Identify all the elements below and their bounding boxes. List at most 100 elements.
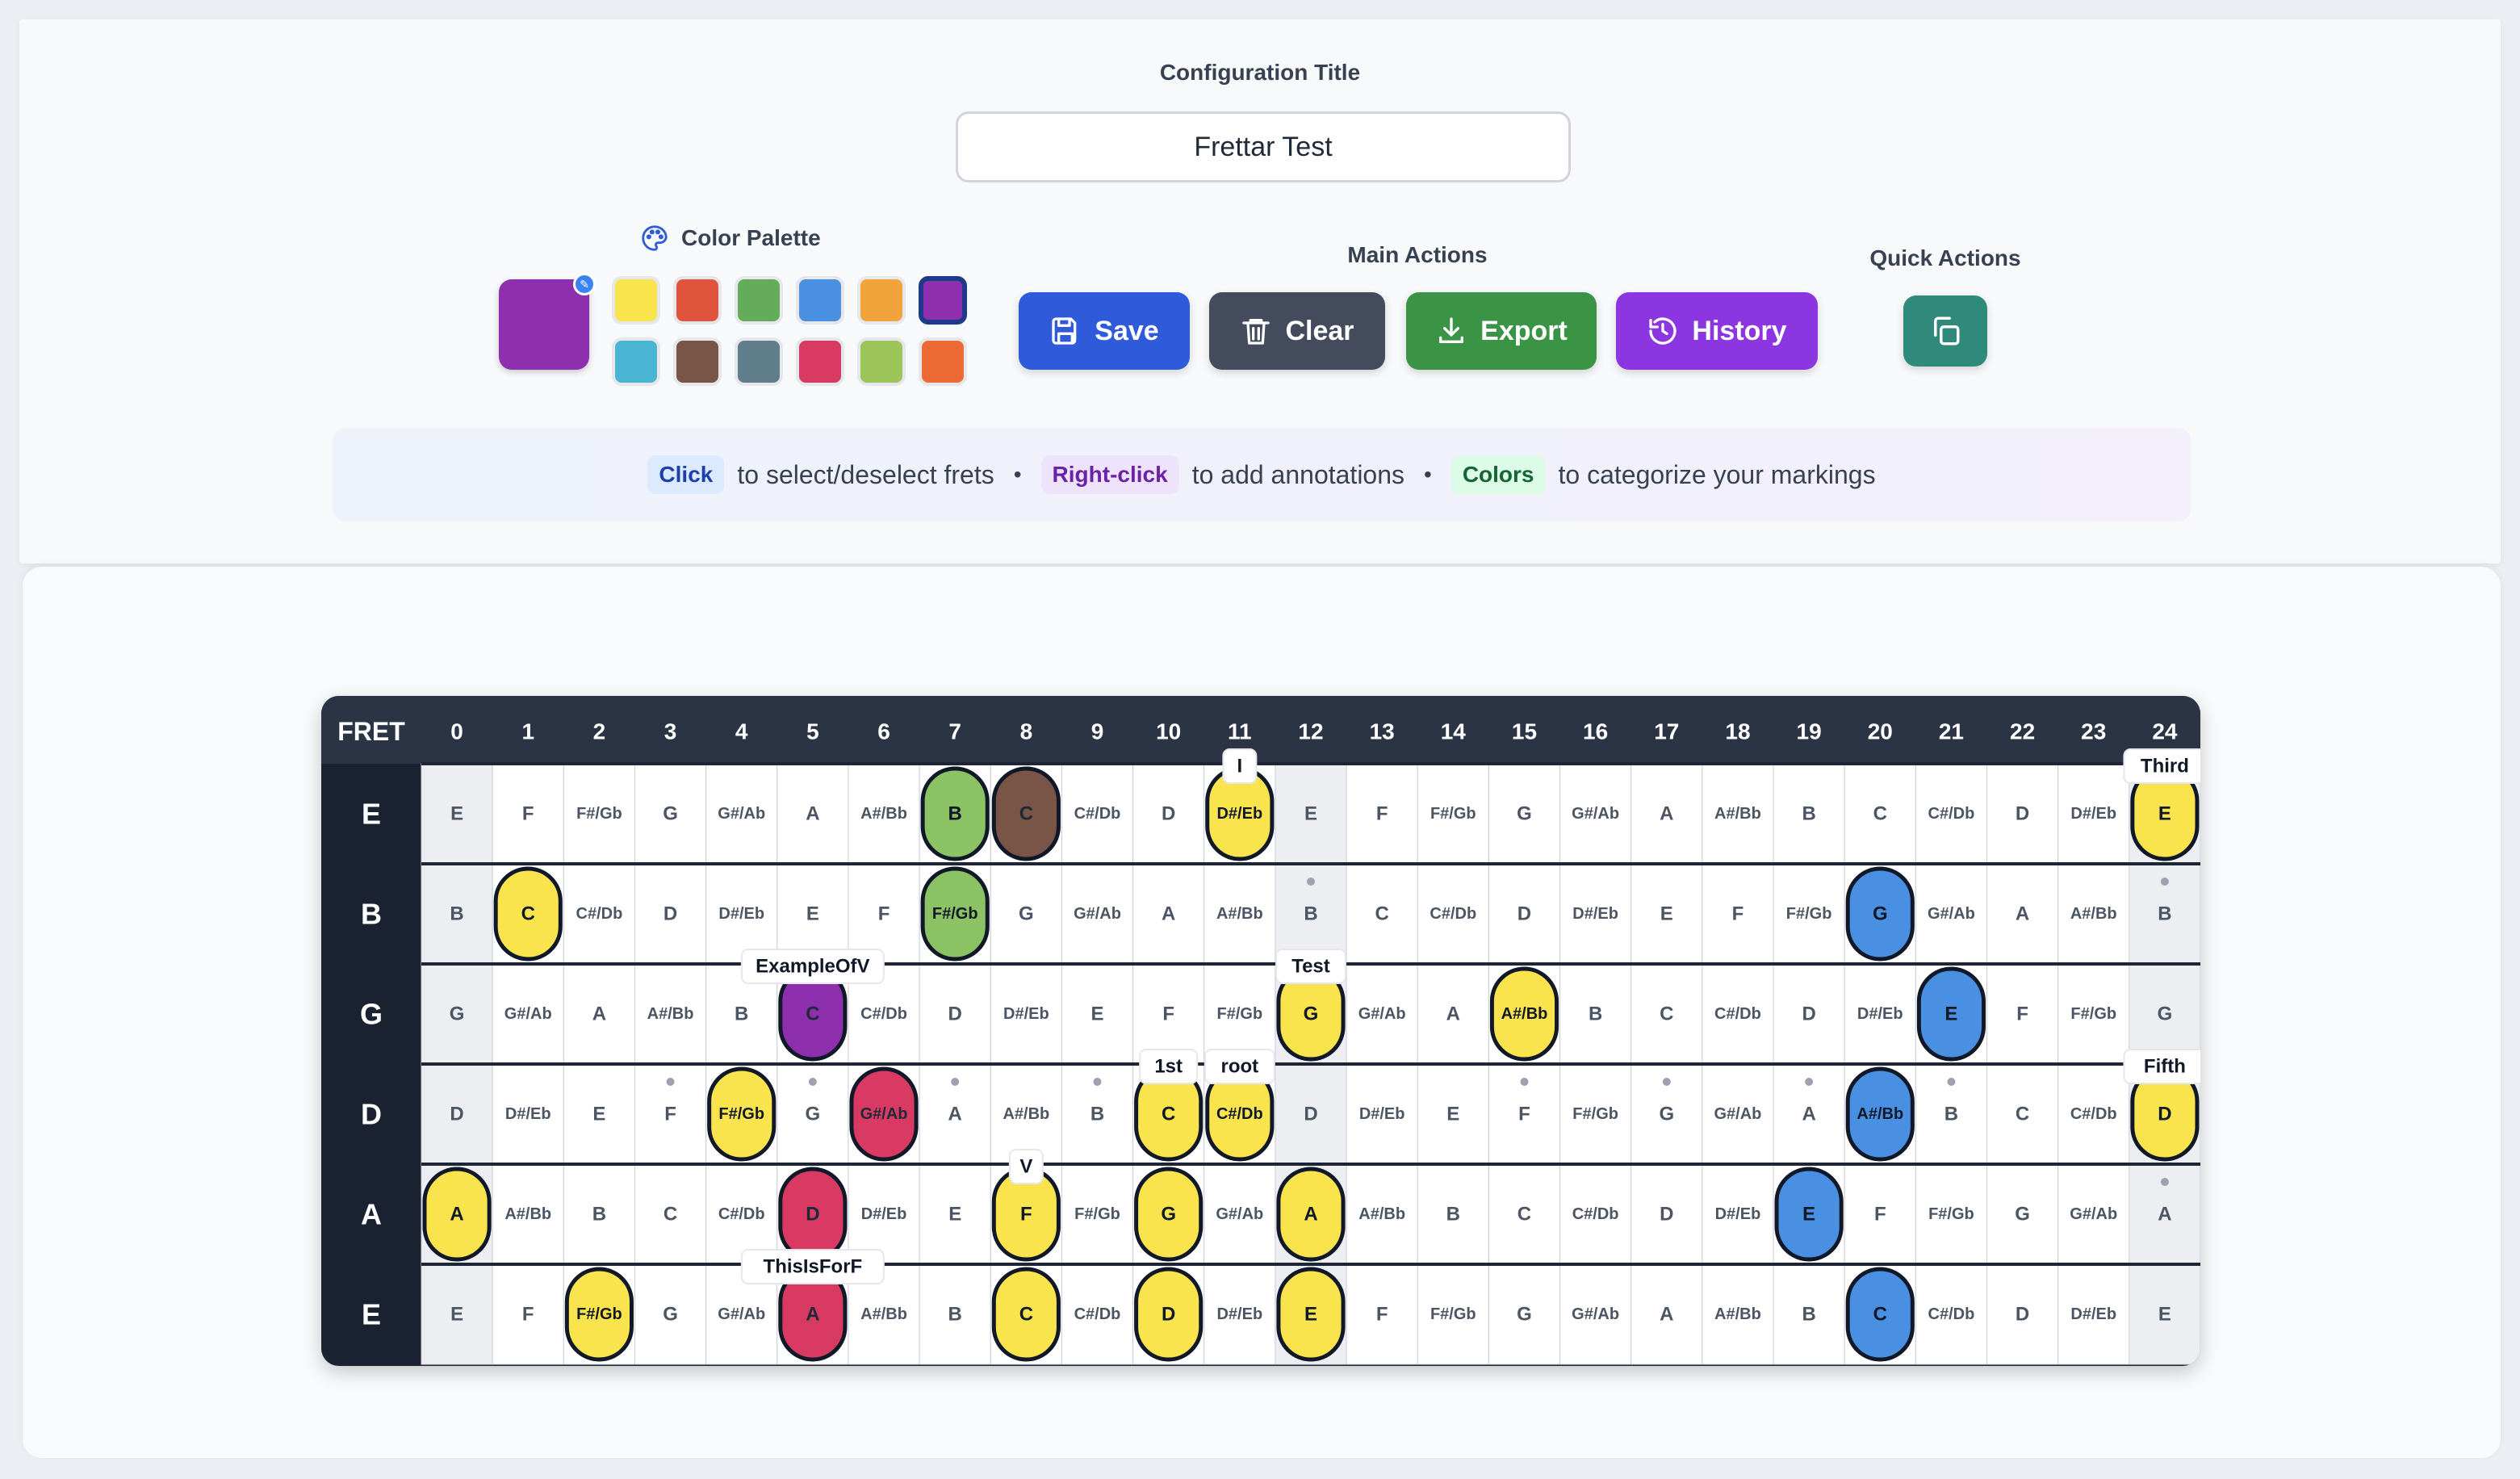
fret-cell[interactable]: [1559, 963, 1632, 1065]
note-label[interactable]: G: [663, 803, 678, 825]
fret-cell[interactable]: [1488, 1163, 1561, 1265]
marked-fret[interactable]: [1134, 1267, 1203, 1362]
fret-cell[interactable]: [1915, 763, 1988, 865]
note-label[interactable]: F#/Gb: [1928, 1205, 1974, 1223]
marked-fret[interactable]: [707, 1066, 777, 1162]
fret-cell[interactable]: [1986, 1063, 2059, 1165]
color-swatch[interactable]: [673, 337, 722, 386]
clear-button[interactable]: Clear: [1209, 292, 1385, 370]
marked-note-label[interactable]: D: [2158, 1104, 2171, 1125]
marked-fret[interactable]: [1845, 1066, 1915, 1162]
fret-cell[interactable]: [1132, 963, 1205, 1065]
fret-cell[interactable]: [2057, 763, 2130, 865]
fret-cell[interactable]: [1488, 763, 1561, 865]
marked-fret[interactable]: [1845, 866, 1915, 962]
fret-cell[interactable]: [1986, 1163, 2059, 1265]
color-swatch[interactable]: [796, 276, 844, 325]
fret-cell[interactable]: [492, 1163, 564, 1265]
note-label[interactable]: D#/Eb: [1572, 905, 1618, 923]
fret-cell[interactable]: [1275, 1063, 1347, 1165]
note-label[interactable]: G: [663, 1304, 678, 1326]
fret-cell[interactable]: [1773, 1263, 1845, 1365]
color-swatch[interactable]: [612, 276, 660, 325]
marked-note-label[interactable]: A: [450, 1204, 463, 1226]
fret-cell[interactable]: [1559, 763, 1632, 865]
note-label[interactable]: A: [1802, 1104, 1815, 1125]
fret-cell[interactable]: [1844, 1163, 1916, 1265]
note-label[interactable]: D#/Eb: [505, 1105, 551, 1123]
note-label[interactable]: A: [948, 1104, 962, 1125]
note-label[interactable]: F#/Gb: [2070, 1005, 2116, 1023]
note-label[interactable]: G: [1659, 1104, 1674, 1125]
fret-cell[interactable]: [492, 963, 564, 1065]
note-label[interactable]: A#/Bb: [860, 1305, 907, 1323]
marked-fret[interactable]: [1276, 1267, 1346, 1362]
fret-cell[interactable]: [1061, 963, 1134, 1065]
note-label[interactable]: G#/Ab: [718, 805, 765, 823]
fret-cell[interactable]: [634, 1163, 707, 1265]
note-label[interactable]: F: [1732, 903, 1744, 925]
note-label[interactable]: A#/Bb: [1714, 1305, 1761, 1323]
marked-note-label[interactable]: D#/Eb: [1216, 805, 1262, 823]
fret-cell[interactable]: [777, 863, 849, 965]
note-label[interactable]: F: [1376, 1304, 1388, 1326]
note-label[interactable]: E: [948, 1204, 961, 1226]
fret-cell[interactable]: [1061, 1263, 1134, 1365]
marked-note-label[interactable]: B: [948, 803, 962, 825]
fret-cell[interactable]: [1132, 763, 1205, 865]
marked-fret[interactable]: [1845, 1267, 1915, 1362]
note-label[interactable]: A: [806, 803, 819, 825]
marked-note-label[interactable]: F#/Gb: [576, 1305, 622, 1323]
color-swatch[interactable]: [857, 276, 906, 325]
marked-fret[interactable]: [493, 866, 563, 962]
note-label[interactable]: F: [1874, 1204, 1886, 1226]
color-swatch[interactable]: [857, 337, 906, 386]
fret-cell[interactable]: [1559, 1063, 1632, 1165]
marked-note-label[interactable]: A: [806, 1304, 819, 1326]
marked-fret[interactable]: [920, 766, 990, 861]
note-label[interactable]: C#/Db: [1430, 905, 1476, 923]
note-label[interactable]: C#/Db: [860, 1005, 907, 1023]
note-label[interactable]: A: [2158, 1204, 2171, 1226]
note-label[interactable]: F#/Gb: [1074, 1205, 1120, 1223]
note-label[interactable]: F: [664, 1104, 676, 1125]
note-label[interactable]: G: [2015, 1204, 2030, 1226]
fret-cell[interactable]: [1417, 963, 1489, 1065]
note-label[interactable]: D#/Eb: [718, 905, 764, 923]
note-label[interactable]: F: [1162, 1003, 1174, 1025]
fret-cell[interactable]: [1702, 863, 1774, 965]
note-label[interactable]: C: [1873, 803, 1887, 825]
marked-note-label[interactable]: C: [806, 1003, 819, 1025]
note-label[interactable]: A: [1446, 1003, 1460, 1025]
note-label[interactable]: B: [592, 1204, 606, 1226]
note-label[interactable]: B: [1944, 1104, 1958, 1125]
note-label[interactable]: F: [1518, 1104, 1530, 1125]
marked-note-label[interactable]: D: [806, 1204, 819, 1226]
note-label[interactable]: C: [1375, 903, 1388, 925]
annotation-tag[interactable]: [740, 949, 885, 984]
note-label[interactable]: C: [1660, 1003, 1673, 1025]
marked-fret[interactable]: [422, 1167, 492, 1262]
fret-cell[interactable]: [1346, 1263, 1418, 1365]
note-label[interactable]: F#/Gb: [1217, 1005, 1263, 1023]
fret-cell[interactable]: [1915, 1263, 1988, 1365]
note-label[interactable]: B: [2158, 903, 2171, 925]
note-label[interactable]: D#/Eb: [1003, 1005, 1049, 1023]
note-label[interactable]: F: [878, 903, 890, 925]
note-label[interactable]: E: [450, 803, 463, 825]
note-label[interactable]: B: [948, 1304, 962, 1326]
marked-note-label[interactable]: C: [1019, 1304, 1033, 1326]
note-label[interactable]: C#/Db: [1074, 1305, 1121, 1323]
note-label[interactable]: A: [1162, 903, 1175, 925]
note-label[interactable]: G: [1517, 1304, 1532, 1326]
history-button[interactable]: History: [1616, 292, 1818, 370]
note-label[interactable]: C: [663, 1204, 677, 1226]
note-label[interactable]: D#/Eb: [1359, 1105, 1405, 1123]
note-label[interactable]: A#/Bb: [2070, 905, 2117, 923]
color-swatch[interactable]: [919, 337, 967, 386]
marked-note-label[interactable]: C: [1019, 803, 1033, 825]
note-label[interactable]: E: [1091, 1003, 1104, 1025]
marked-note-label[interactable]: G#/Ab: [860, 1105, 908, 1123]
note-label[interactable]: F#/Gb: [1430, 805, 1476, 823]
note-label[interactable]: E: [1660, 903, 1673, 925]
